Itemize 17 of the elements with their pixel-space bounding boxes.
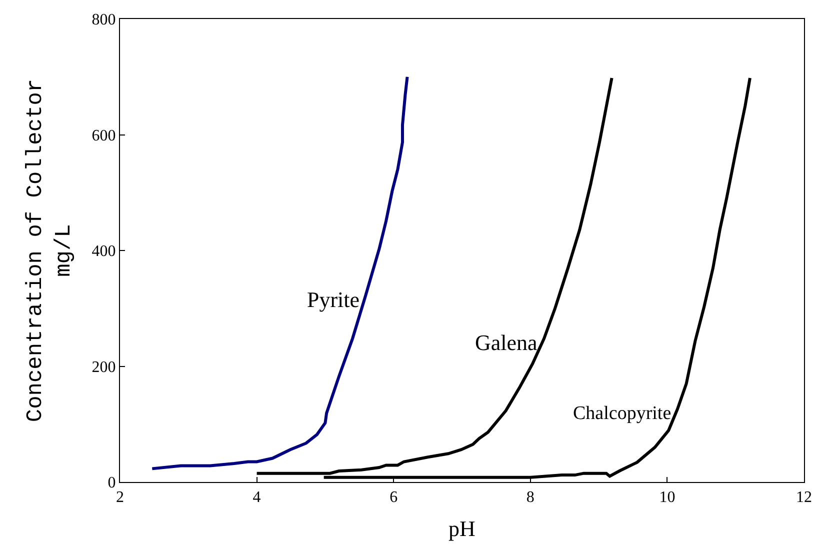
y-tick-label: 400 [92, 243, 116, 260]
x-tick-label: 8 [526, 489, 534, 506]
y-tick-label: 800 [92, 12, 116, 29]
x-tick-label: 2 [116, 489, 124, 506]
y-tick-label: 0 [108, 474, 116, 492]
series-label: Pyrite [307, 287, 360, 312]
series-label: Galena [475, 330, 538, 355]
series-label: Chalcopyrite [573, 403, 672, 424]
line-series [150, 75, 409, 470]
y-tick-label: 600 [92, 127, 116, 144]
x-tick-label: 12 [796, 489, 812, 506]
y-axis-title: Concentration of Collector mg/L [23, 78, 77, 422]
y-tick-label: 200 [92, 358, 116, 376]
x-axis-title: pH [448, 516, 476, 542]
x-tick-label: 10 [659, 489, 676, 506]
x-tick-label: 4 [252, 489, 261, 506]
x-tick-label: 6 [390, 489, 398, 506]
